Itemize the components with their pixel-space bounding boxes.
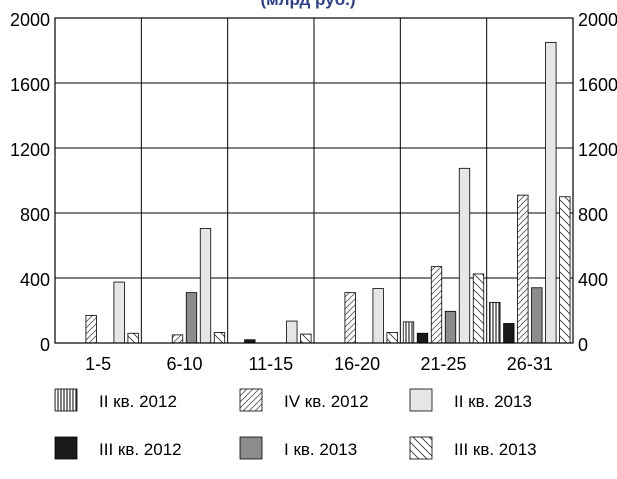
legend-swatch [54,436,78,460]
bar [458,167,471,344]
x-tick-label: 21-25 [420,354,466,374]
bar [430,266,443,344]
bar [489,301,501,344]
legend-swatch [409,388,433,412]
x-tick-label: 6-10 [166,354,202,374]
bar [503,323,515,344]
y-tick-label-right: 1600 [578,75,617,95]
legend-swatch [239,436,263,460]
axes: 0 0 400 400 800 800 1200 1200 1600 1600 2000 2000 1-… [10,10,617,374]
y-tick-label-right: 800 [578,205,608,225]
legend-swatch [239,388,263,412]
legend-swatch [409,436,433,460]
bar [113,281,125,344]
y-tick-label-right: 0 [578,335,588,355]
bar [559,196,571,344]
plot-frame [54,17,574,344]
bar [545,41,557,344]
bar [286,320,298,344]
bar [199,228,212,344]
y-tick-label-left: 1200 [10,140,50,160]
y-tick-label-right: 2000 [578,10,617,30]
legend: II кв. 2012 III кв. 2012 IV кв. 2012 I кв. … [54,388,537,460]
y-tick-label-right: 1200 [578,140,617,160]
legend-label: III кв. 2012 [99,440,182,459]
grid [55,17,573,344]
bars [85,41,571,344]
y-tick-label-right: 400 [578,270,608,290]
bar [386,332,398,344]
bar [444,310,457,344]
bar [213,332,226,344]
y-tick-label-left: 0 [40,335,50,355]
legend-label: III кв. 2013 [454,440,537,459]
bar [185,292,198,344]
bar [372,288,384,344]
bar [402,321,415,344]
legend-label: IV кв. 2012 [284,392,369,411]
bar [85,314,97,344]
x-tick-label: 26-31 [507,354,553,374]
y-tick-label-left: 800 [20,205,50,225]
legend-label: II кв. 2013 [454,392,532,411]
y-tick-label-left: 400 [20,270,50,290]
bar [531,287,543,344]
y-tick-label-left: 1600 [10,75,50,95]
bar [171,334,184,344]
bar [300,333,312,344]
legend-label: II кв. 2012 [99,392,177,411]
bar [472,273,485,344]
bar [127,332,139,344]
bar [416,332,429,344]
x-tick-label: 16-20 [334,354,380,374]
legend-label: I кв. 2013 [284,440,357,459]
legend-swatch [54,388,78,412]
y-tick-label-left: 2000 [10,10,50,30]
x-tick-label: 11-15 [248,354,293,374]
bar [344,292,356,344]
bar [517,194,529,344]
chart-title: (млрд руб.) [260,0,355,9]
x-tick-label: 1-5 [85,354,111,374]
